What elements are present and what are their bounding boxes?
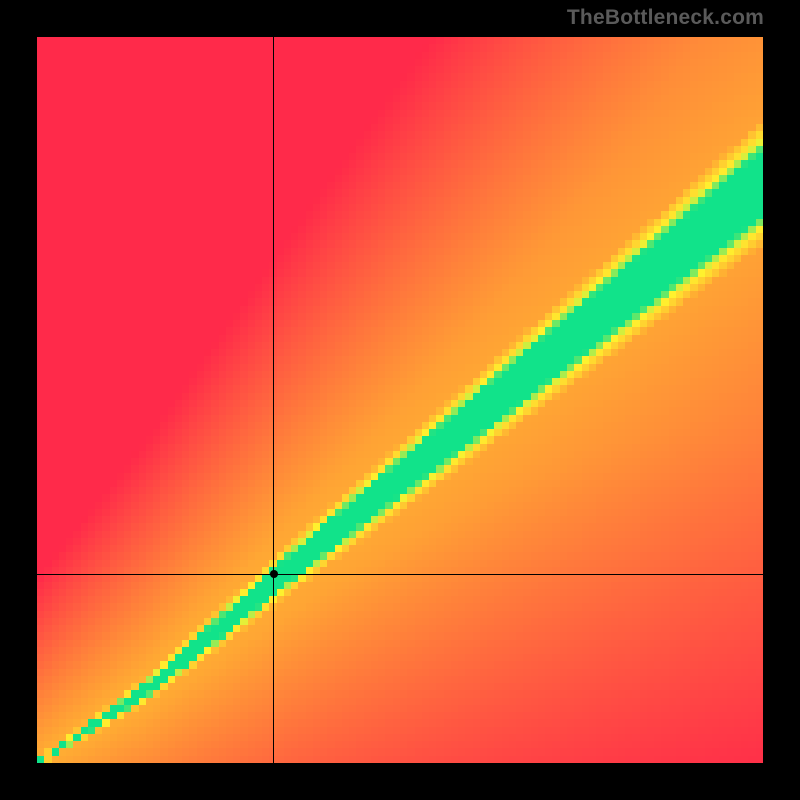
plot-area [37,37,763,763]
chart-container: TheBottleneck.com [0,0,800,800]
heatmap-canvas [37,37,763,763]
watermark-text: TheBottleneck.com [567,6,764,30]
